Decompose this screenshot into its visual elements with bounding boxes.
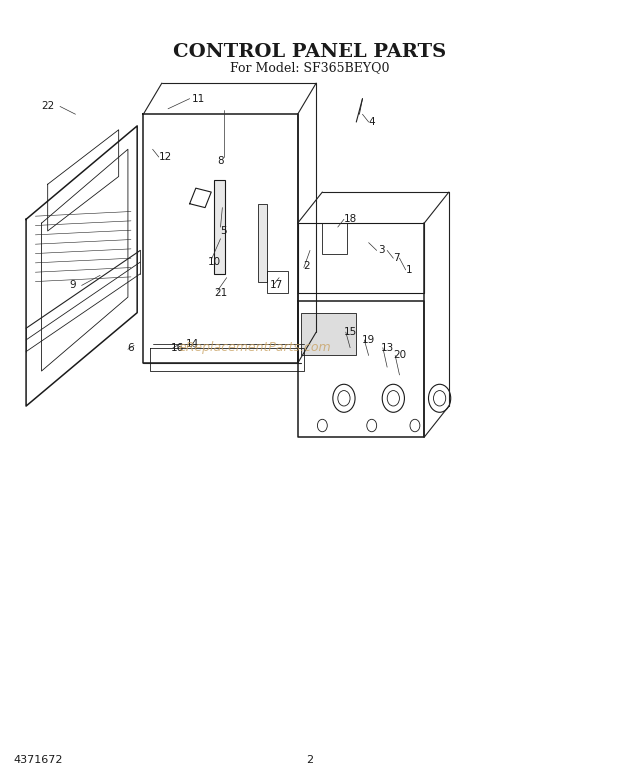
Text: 13: 13 [381,343,394,353]
Text: 10: 10 [208,257,221,267]
FancyBboxPatch shape [215,180,226,274]
Text: 20: 20 [393,351,406,361]
Text: 18: 18 [343,214,356,224]
Text: eReplacementParts.com: eReplacementParts.com [178,341,330,355]
FancyBboxPatch shape [257,204,267,281]
FancyBboxPatch shape [301,312,356,355]
Text: 19: 19 [362,335,375,345]
Text: 5: 5 [220,226,227,236]
Text: 12: 12 [158,152,172,162]
Text: 4371672: 4371672 [14,755,63,765]
Text: 21: 21 [214,288,227,298]
Text: 9: 9 [69,280,76,291]
Text: 15: 15 [343,327,356,337]
Text: 7: 7 [393,253,400,263]
Text: 17: 17 [270,280,283,291]
Text: 16: 16 [170,343,184,353]
Text: 6: 6 [128,343,135,353]
Text: 2: 2 [304,261,310,271]
Text: 2: 2 [306,755,314,765]
Text: 1: 1 [405,265,412,275]
Text: CONTROL PANEL PARTS: CONTROL PANEL PARTS [174,43,446,61]
Text: For Model: SF365BEYQ0: For Model: SF365BEYQ0 [230,61,390,74]
Text: 14: 14 [186,339,200,349]
Text: 11: 11 [192,94,205,104]
Text: 22: 22 [41,102,55,112]
Text: 8: 8 [217,156,224,166]
Text: 4: 4 [368,117,375,127]
Text: 3: 3 [378,245,384,255]
